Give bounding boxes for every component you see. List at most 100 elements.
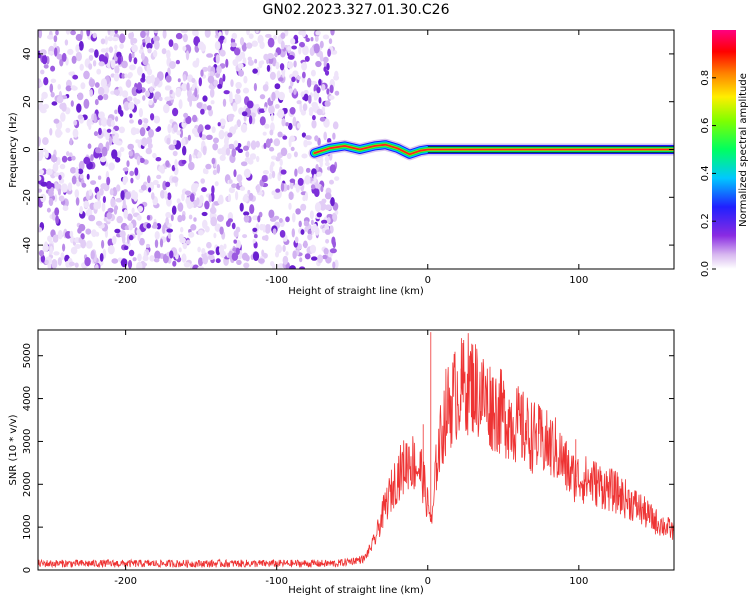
spectrogram-noise-cell <box>218 129 225 140</box>
spectrogram-noise-cell <box>326 88 330 95</box>
spectrogram-noise-cell <box>324 70 330 76</box>
spectrogram-noise-cell <box>297 166 304 175</box>
spectrogram-noise-cell <box>311 256 318 261</box>
spectrogram-noise-cell <box>196 197 200 206</box>
colorbar: 0.0 0.2 0.4 0.6 0.8 Normalized spectral ampl… <box>700 30 749 277</box>
spectrogram-noise-cell <box>215 54 220 64</box>
spectrogram-noise-cell <box>61 102 67 112</box>
spectrogram-noise-cell <box>213 232 217 239</box>
spectrogram-noise-cell <box>98 111 105 119</box>
spectrogram-noise-cell <box>149 86 154 93</box>
spectrogram-noise-cell <box>285 122 289 127</box>
spectrogram-y-tick-label: -20 <box>22 189 33 205</box>
spectrogram-noise-cell <box>314 35 319 42</box>
spectrogram-noise-cell <box>228 179 233 184</box>
spectrogram-noise-cell <box>201 187 207 193</box>
spectrogram-noise-cell <box>324 161 330 167</box>
spectrogram-noise-cell <box>318 97 322 104</box>
spectrogram-noise-cell <box>274 52 278 58</box>
spectrogram-noise-cell <box>40 254 46 263</box>
spectrogram-noise-cell <box>75 197 80 206</box>
spectrogram-noise-cell <box>121 73 126 79</box>
spectrogram-noise-cell <box>182 33 188 43</box>
spectrogram-noise-cell <box>153 115 161 124</box>
spectrogram-noise-cell <box>58 174 62 181</box>
spectrogram-noise-cell <box>44 259 49 265</box>
spectrogram-noise-cell <box>181 137 186 147</box>
spectrogram-noise-cell <box>324 100 331 107</box>
spectrogram-noise-cell <box>321 198 327 204</box>
spectrogram-noise-cell <box>262 131 267 136</box>
spectrogram-noise-cell <box>285 251 289 256</box>
spectrogram-noise-cell <box>129 170 135 177</box>
spectrogram-noise-cell <box>199 194 204 204</box>
spectrogram-noise-cell <box>318 78 322 86</box>
spectrogram-noise-cell <box>83 200 90 209</box>
snr-y-label: SNR (10 * v/v) <box>8 414 19 485</box>
spectrogram-noise-cell <box>47 189 54 197</box>
spectrogram-noise-cell <box>306 77 312 88</box>
spectrogram-noise-cell <box>307 229 312 235</box>
spectrogram-noise-cell <box>53 251 60 256</box>
spectrogram-noise-cell <box>236 174 243 183</box>
spectrogram-noise-cell <box>304 226 309 232</box>
spectrogram-noise-cell <box>196 151 202 159</box>
spectrogram-noise-cell <box>115 116 119 122</box>
spectrogram-noise-cell <box>311 119 317 129</box>
spectrogram-noise-cell <box>141 73 146 81</box>
spectrogram-noise-cell <box>213 137 219 144</box>
spectrogram-noise-cell <box>211 126 216 134</box>
spectrogram-noise-cell <box>49 83 54 93</box>
spectrogram-noise-cell <box>270 122 275 132</box>
spectrogram-noise-cell <box>85 209 91 217</box>
spectrogram-noise-cell <box>223 243 227 250</box>
spectrogram-noise-cell <box>246 42 253 49</box>
spectrogram-noise-cell <box>105 132 110 141</box>
spectrogram-noise-cell <box>216 214 224 222</box>
spectrogram-noise-cell <box>195 57 200 66</box>
spectrogram-noise-cell <box>128 222 134 231</box>
spectrogram-noise-cell <box>80 239 87 249</box>
snr-y-tick-label: 4000 <box>22 386 33 411</box>
spectrogram-noise-cell <box>102 93 109 101</box>
spectrogram-noise-cell <box>233 169 237 178</box>
spectrogram-noise-cell <box>131 52 135 59</box>
spectrogram-noise-cell <box>96 191 101 201</box>
spectrogram-noise-cell <box>237 63 244 69</box>
spectrogram-noise-cell <box>62 243 66 252</box>
spectrogram-noise-cell <box>57 188 62 196</box>
spectrogram-noise-cell <box>188 203 194 208</box>
spectrogram-noise-cell <box>242 87 250 94</box>
spectrogram-noise-cell <box>119 43 124 49</box>
spectrogram-noise-cell <box>57 257 62 266</box>
spectrogram-noise-cell <box>281 118 286 127</box>
spectrogram-noise-cell <box>243 211 250 216</box>
spectrogram-noise-cell <box>303 93 309 102</box>
spectrogram-noise-cell <box>110 120 115 128</box>
spectrogram-noise-cell <box>208 108 214 117</box>
spectrogram-noise-cell <box>43 77 49 86</box>
spectrogram-noise-cell <box>42 103 49 110</box>
spectrogram-noise-cell <box>46 168 53 176</box>
spectrogram-noise-cell <box>56 95 64 104</box>
spectrogram-noise-cell <box>303 240 308 249</box>
spectrogram-noise-cell <box>149 255 155 262</box>
spectrogram-noise-cell <box>147 47 152 54</box>
spectrogram-noise-cell <box>100 78 107 88</box>
spectrogram-noise-cell <box>181 159 187 165</box>
spectrogram-noise-cell <box>321 219 328 224</box>
spectrogram-noise-cell <box>108 162 115 171</box>
spectrogram-noise-cell <box>71 155 76 161</box>
spectrogram-noise-cell <box>94 99 99 106</box>
spectrogram-noise-cell <box>91 229 97 238</box>
spectrogram-noise-cell <box>304 253 311 260</box>
spectrogram-noise-cell <box>140 52 145 61</box>
spectrogram-noise-cell <box>93 131 99 137</box>
spectrogram-noise-cell <box>236 259 242 265</box>
spectrogram-noise-cell <box>274 83 281 90</box>
spectrogram-noise-cell <box>269 129 274 136</box>
spectrogram-noise-cell <box>312 115 316 121</box>
spectrogram-noise-cell <box>128 234 134 241</box>
spectrogram-noise-cell <box>177 78 181 83</box>
spectrogram-noise-cell <box>310 37 314 42</box>
